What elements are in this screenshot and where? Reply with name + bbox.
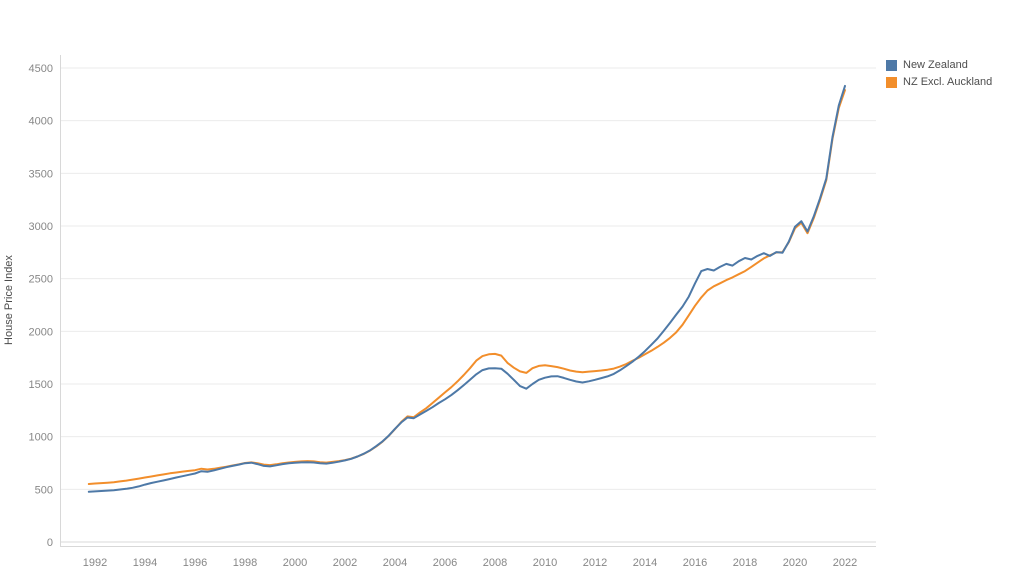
x-tick-label: 1994 [133, 557, 157, 569]
y-tick-label: 0 [47, 537, 53, 549]
x-tick-label: 2004 [383, 557, 407, 569]
y-tick-label: 2500 [29, 274, 53, 286]
legend-label-nz-excl-auckland: NZ Excl. Auckland [903, 76, 993, 88]
x-tick-label: 2006 [433, 557, 457, 569]
legend-swatch-nz-excl-auckland-icon [886, 76, 897, 88]
legend-item-new-zealand[interactable]: New Zealand [886, 59, 992, 71]
legend-label-new-zealand: New Zealand [903, 59, 968, 71]
x-tick-label: 1998 [233, 557, 257, 569]
y-tick-label: 3500 [29, 168, 53, 180]
x-tick-label: 2000 [283, 557, 307, 569]
x-tick-label: 2002 [333, 557, 357, 569]
y-tick-label: 2000 [29, 326, 53, 338]
y-tick-label: 1000 [29, 432, 53, 444]
series-line-nz-excl-auckland[interactable] [87, 89, 846, 485]
y-tick-label: 1500 [29, 379, 53, 391]
y-tick-label: 4500 [29, 63, 53, 75]
x-tick-label: 2008 [483, 557, 507, 569]
legend-item-nz-excl-auckland[interactable]: NZ Excl. Auckland [886, 76, 992, 88]
legend: New Zealand NZ Excl. Auckland [886, 59, 992, 88]
x-tick-label: 2018 [733, 557, 757, 569]
y-tick-label: 4000 [29, 116, 53, 128]
series-line-new-zealand[interactable] [87, 84, 846, 493]
x-tick-label: 1996 [183, 557, 207, 569]
x-tick-label: 2020 [783, 557, 807, 569]
x-tick-label: 2014 [633, 557, 657, 569]
legend-swatch-new-zealand-icon [886, 59, 897, 71]
x-tick-label: 2022 [833, 557, 857, 569]
x-tick-label: 2016 [683, 557, 707, 569]
y-tick-label: 500 [35, 484, 53, 496]
x-tick-label: 2010 [533, 557, 557, 569]
x-tick-label: 2012 [583, 557, 607, 569]
y-tick-label: 3000 [29, 221, 53, 233]
x-tick-label: 1992 [83, 557, 107, 569]
